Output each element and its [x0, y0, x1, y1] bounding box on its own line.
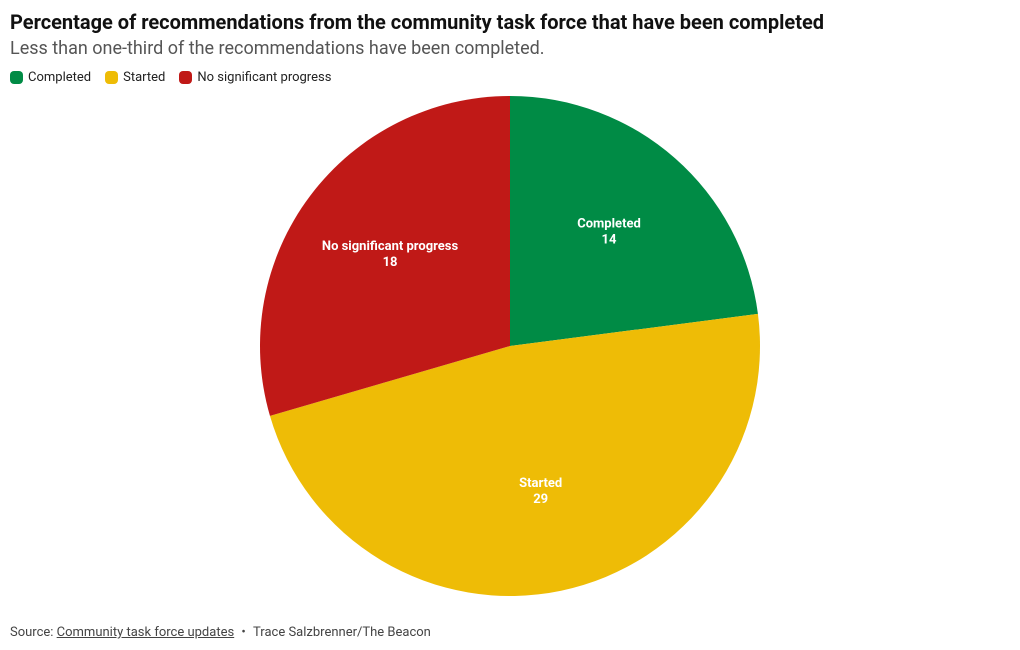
- chart-title: Percentage of recommendations from the c…: [10, 10, 1010, 35]
- legend-label-no-progress: No significant progress: [197, 70, 331, 85]
- slice-label-name: Started: [519, 476, 562, 491]
- pie-chart: Completed14 Started29 No significant progr…: [10, 91, 1010, 601]
- slice-label-value: 18: [383, 255, 398, 270]
- legend-swatch-completed: [10, 71, 23, 84]
- byline: Trace Salzbrenner/The Beacon: [253, 625, 431, 640]
- legend-swatch-started: [105, 71, 118, 84]
- source-prefix: Source:: [10, 625, 57, 640]
- slice-label-name: Completed: [577, 217, 641, 232]
- source-link[interactable]: Community task force updates: [57, 625, 235, 640]
- pie-chart-wrap: Completed14 Started29 No significant progr…: [10, 91, 1010, 601]
- chart-subtitle: Less than one-third of the recommendatio…: [10, 37, 1010, 60]
- slice-label-value: 14: [602, 233, 617, 248]
- legend-swatch-no-progress: [179, 71, 192, 84]
- footer-separator: •: [238, 625, 249, 640]
- slice-label-name: No significant progress: [322, 239, 459, 254]
- legend-item-no-progress: No significant progress: [179, 70, 331, 85]
- chart-footer: Source: Community task force updates • T…: [10, 625, 431, 640]
- legend: Completed Started No significant progres…: [10, 70, 1010, 85]
- legend-label-started: Started: [123, 70, 165, 85]
- legend-item-started: Started: [105, 70, 165, 85]
- legend-item-completed: Completed: [10, 70, 91, 85]
- chart-container: Percentage of recommendations from the c…: [0, 0, 1020, 650]
- legend-label-completed: Completed: [28, 70, 91, 85]
- slice-label-value: 29: [533, 492, 548, 507]
